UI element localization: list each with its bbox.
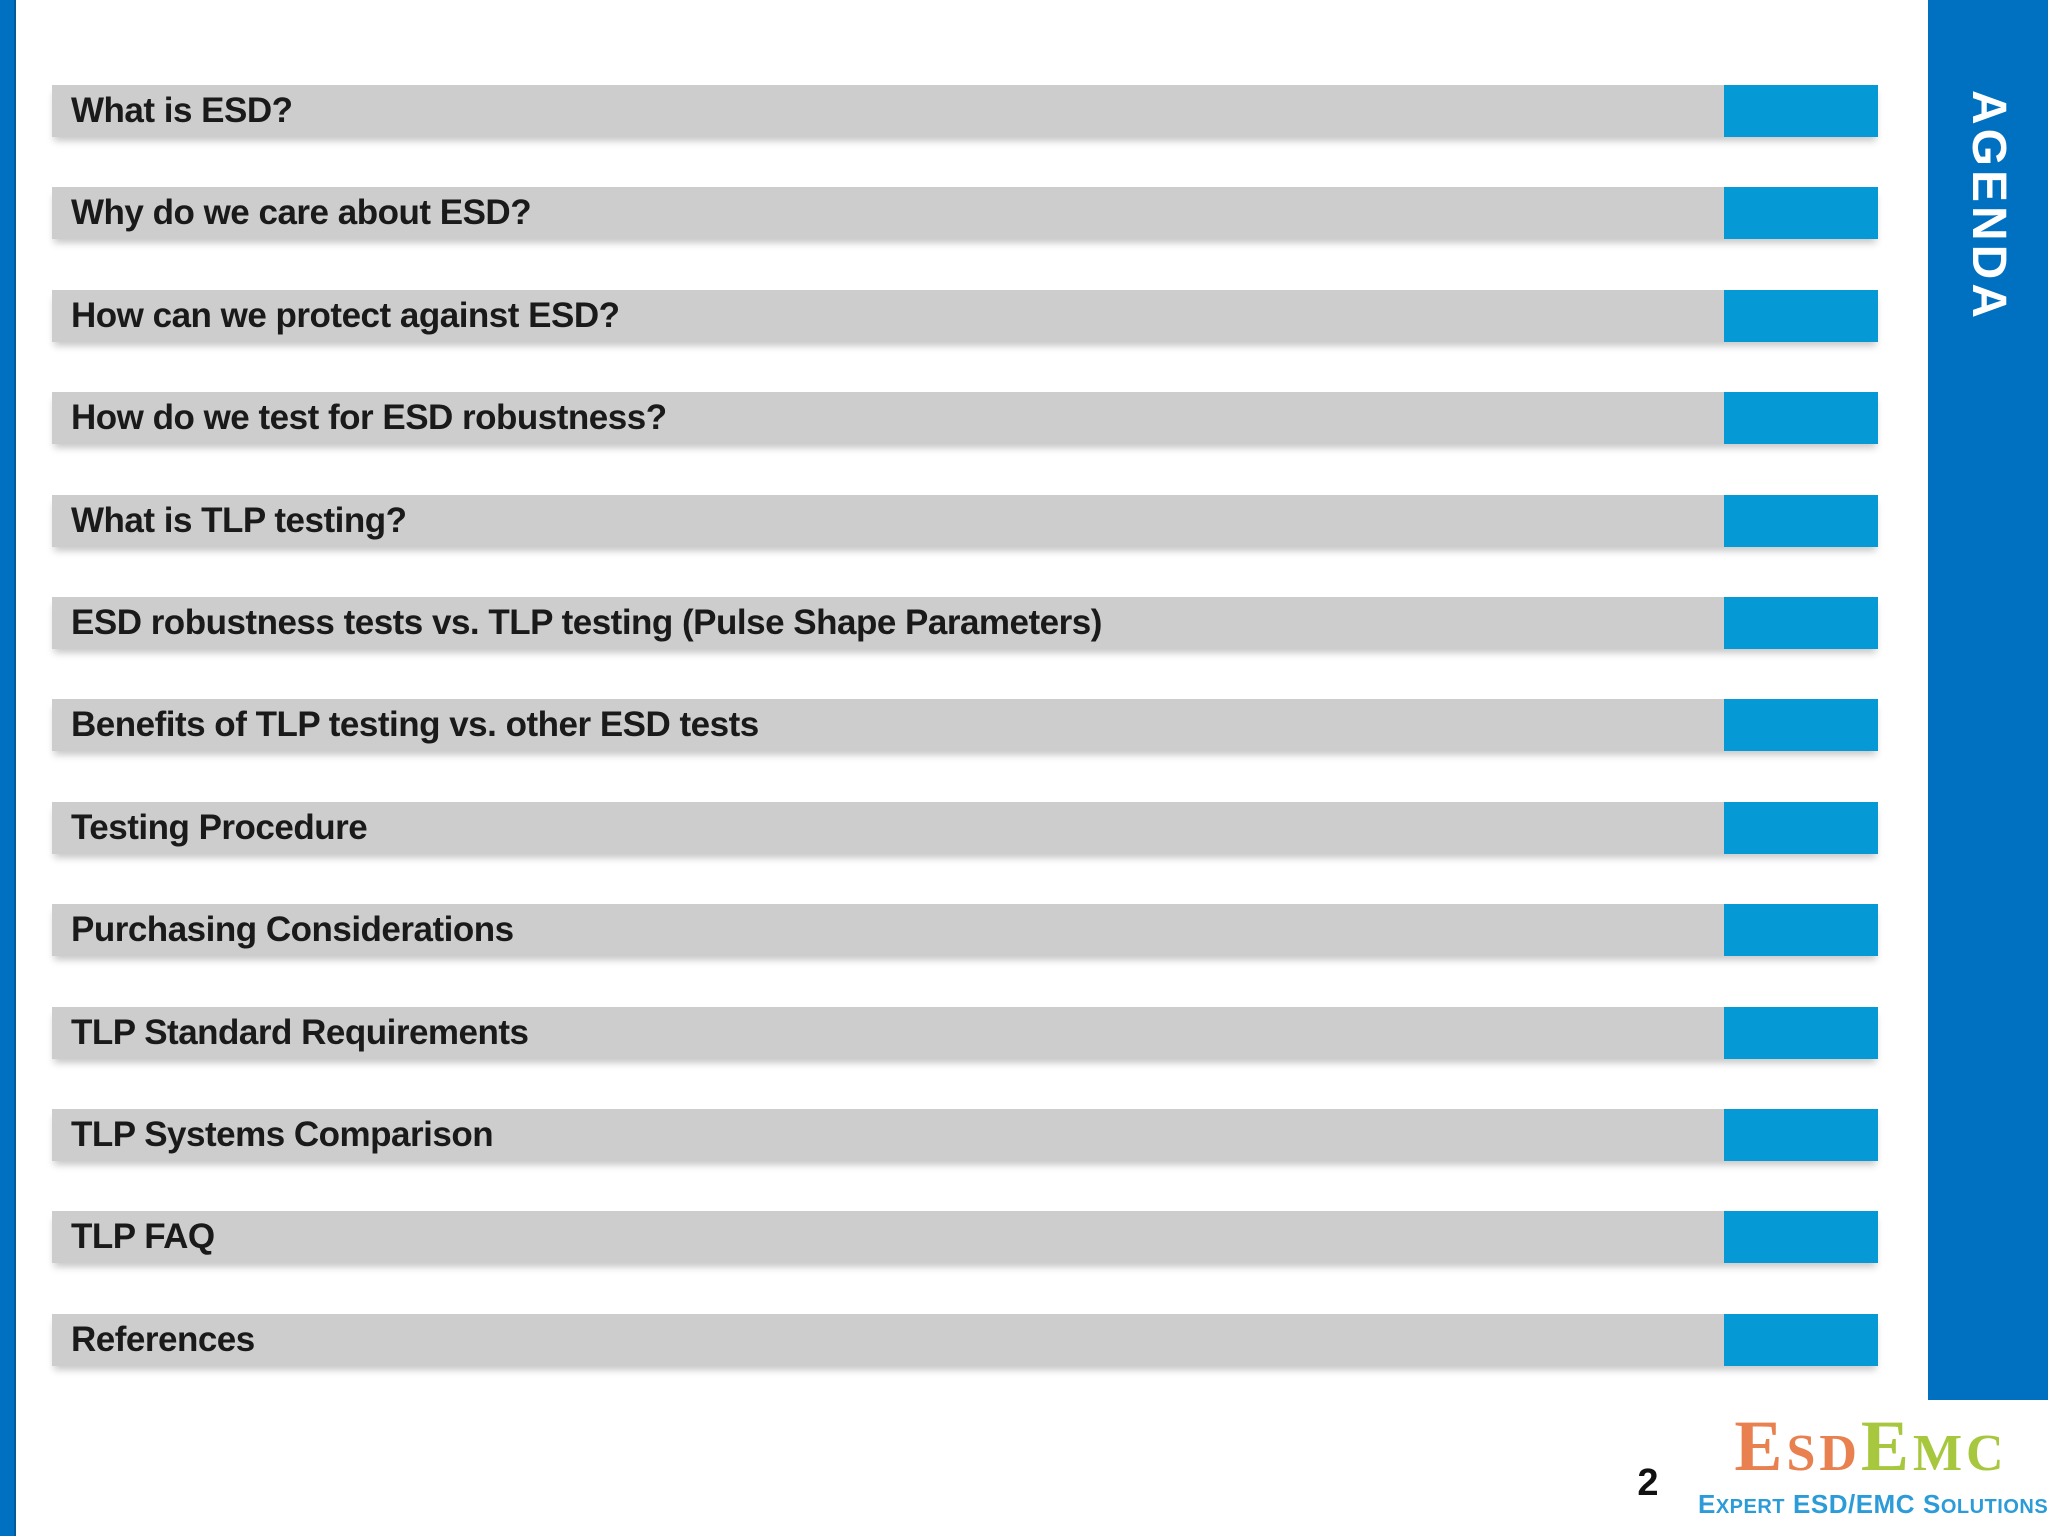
- agenda-item: TLP Systems Comparison: [52, 1109, 1878, 1161]
- agenda-item-label: Why do we care about ESD?: [71, 193, 532, 232]
- agenda-item-accent: [1724, 1314, 1878, 1366]
- agenda-item-accent: [1724, 597, 1878, 649]
- agenda-item-bar: TLP FAQ: [52, 1211, 1724, 1263]
- agenda-item-label: What is TLP testing?: [71, 501, 407, 540]
- agenda-item: Testing Procedure: [52, 802, 1878, 854]
- agenda-rail: AGENDA: [1928, 0, 2048, 1400]
- agenda-item-bar: What is TLP testing?: [52, 495, 1724, 547]
- agenda-item-bar: What is ESD?: [52, 85, 1724, 137]
- agenda-item: How can we protect against ESD?: [52, 290, 1878, 342]
- agenda-item-accent: [1724, 495, 1878, 547]
- agenda-item: Benefits of TLP testing vs. other ESD te…: [52, 699, 1878, 751]
- agenda-item: ESD robustness tests vs. TLP testing (Pu…: [52, 597, 1878, 649]
- agenda-item-bar: How can we protect against ESD?: [52, 290, 1724, 342]
- agenda-item-accent: [1724, 1211, 1878, 1263]
- agenda-item-accent: [1724, 187, 1878, 239]
- agenda-item: Why do we care about ESD?: [52, 187, 1878, 239]
- agenda-item-label: What is ESD?: [71, 91, 293, 130]
- page-number: 2: [1637, 1462, 1659, 1504]
- agenda-item-bar: Benefits of TLP testing vs. other ESD te…: [52, 699, 1724, 751]
- agenda-item-label: References: [71, 1320, 255, 1359]
- agenda-item-label: TLP Systems Comparison: [71, 1115, 494, 1154]
- agenda-item-bar: How do we test for ESD robustness?: [52, 392, 1724, 444]
- agenda-item: Purchasing Considerations: [52, 904, 1878, 956]
- logo-word-esd: Esd: [1734, 1406, 1861, 1486]
- agenda-item: What is ESD?: [52, 85, 1878, 137]
- agenda-item: TLP Standard Requirements: [52, 1007, 1878, 1059]
- agenda-item-accent: [1724, 290, 1878, 342]
- agenda-item-accent: [1724, 1007, 1878, 1059]
- agenda-item-accent: [1724, 1109, 1878, 1161]
- agenda-item-bar: References: [52, 1314, 1724, 1366]
- company-logo: EsdEmc Expert ESD/EMC Solutions: [1698, 1410, 2048, 1521]
- agenda-item: What is TLP testing?: [52, 495, 1878, 547]
- agenda-item-accent: [1724, 802, 1878, 854]
- agenda-item-label: Purchasing Considerations: [71, 910, 514, 949]
- agenda-item-label: ESD robustness tests vs. TLP testing (Pu…: [71, 603, 1102, 642]
- agenda-item: References: [52, 1314, 1878, 1366]
- agenda-item-bar: Why do we care about ESD?: [52, 187, 1724, 239]
- agenda-item-label: Testing Procedure: [71, 808, 368, 847]
- agenda-item-accent: [1724, 904, 1878, 956]
- agenda-item: How do we test for ESD robustness?: [52, 392, 1878, 444]
- agenda-item-bar: Testing Procedure: [52, 802, 1724, 854]
- agenda-item-label: How do we test for ESD robustness?: [71, 398, 667, 437]
- agenda-item-accent: [1724, 392, 1878, 444]
- agenda-item-bar: TLP Standard Requirements: [52, 1007, 1724, 1059]
- agenda-item-label: TLP Standard Requirements: [71, 1013, 529, 1052]
- agenda-item-bar: ESD robustness tests vs. TLP testing (Pu…: [52, 597, 1724, 649]
- agenda-item-label: Benefits of TLP testing vs. other ESD te…: [71, 705, 759, 744]
- left-edge-stripe: [0, 0, 16, 1536]
- agenda-rail-title: AGENDA: [1962, 90, 2015, 323]
- agenda-item-bar: Purchasing Considerations: [52, 904, 1724, 956]
- agenda-item: TLP FAQ: [52, 1211, 1878, 1263]
- agenda-item-accent: [1724, 85, 1878, 137]
- agenda-item-bar: TLP Systems Comparison: [52, 1109, 1724, 1161]
- logo-word-emc: Emc: [1860, 1406, 2008, 1486]
- logo-wordmark: EsdEmc: [1698, 1410, 2044, 1490]
- agenda-item-label: How can we protect against ESD?: [71, 296, 620, 335]
- logo-tagline: Expert ESD/EMC Solutions: [1698, 1489, 2048, 1519]
- agenda-item-label: TLP FAQ: [71, 1217, 215, 1256]
- agenda-item-accent: [1724, 699, 1878, 751]
